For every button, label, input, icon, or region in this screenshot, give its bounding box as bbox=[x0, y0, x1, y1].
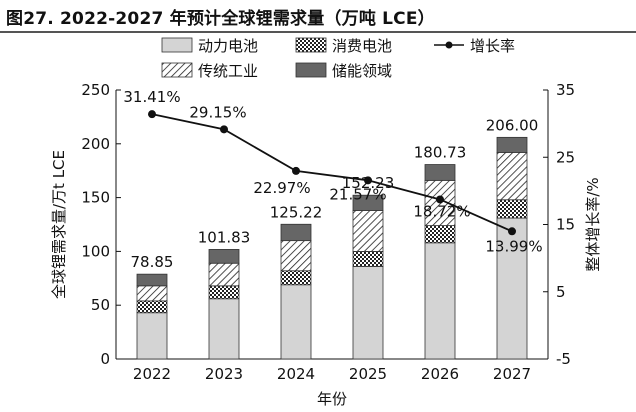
bar-segment-3 bbox=[208, 262, 240, 287]
bar-segment-3 bbox=[496, 152, 528, 201]
legend-label-growth: 增长率 bbox=[470, 37, 515, 55]
legend-label-3: 传统工业 bbox=[198, 62, 258, 80]
y-tick-label: 150 bbox=[81, 189, 110, 207]
growth-marker bbox=[508, 227, 516, 236]
legend-swatch-2 bbox=[295, 37, 327, 53]
figure-title: 图27. 2022-2027 年预计全球锂需求量（万吨 LCE） bbox=[6, 9, 435, 29]
bar-total-label: 180.73 bbox=[414, 144, 467, 162]
bar-segment-2 bbox=[136, 300, 168, 314]
bar-segment-3 bbox=[352, 210, 384, 252]
y-axis-title: 全球锂需求量/万t LCE bbox=[50, 150, 68, 299]
bar-segment-2 bbox=[424, 225, 456, 244]
growth-label: 21.57% bbox=[329, 185, 386, 203]
bar-total-label: 206.00 bbox=[486, 116, 539, 134]
x-tick-label: 2024 bbox=[277, 365, 315, 383]
bar-segment-4 bbox=[424, 164, 456, 181]
growth-label: 13.99% bbox=[485, 237, 542, 255]
bar-segment-1 bbox=[424, 242, 456, 360]
growth-marker bbox=[292, 166, 300, 175]
bar-total-label: 101.83 bbox=[198, 228, 251, 246]
x-tick-label: 2025 bbox=[349, 365, 387, 383]
legend-swatch-4 bbox=[295, 62, 327, 78]
bar-total-label: 125.22 bbox=[270, 203, 323, 221]
y2-tick-label: -5 bbox=[556, 350, 571, 368]
x-tick-label: 2027 bbox=[493, 365, 531, 383]
title-rule bbox=[0, 31, 636, 33]
growth-label: 29.15% bbox=[189, 103, 246, 121]
bar-segment-3 bbox=[136, 285, 168, 302]
growth-label: 18.72% bbox=[413, 202, 470, 220]
growth-marker bbox=[148, 110, 156, 119]
y-tick-label: 100 bbox=[81, 242, 110, 260]
growth-marker bbox=[436, 195, 444, 204]
bar-segment-2 bbox=[208, 285, 240, 300]
legend-swatch-1 bbox=[161, 37, 193, 53]
bar-segment-2 bbox=[280, 270, 312, 286]
bar-segment-4 bbox=[208, 249, 240, 264]
bar-total-label: 152.23 bbox=[342, 174, 395, 192]
bar-segment-1 bbox=[280, 284, 312, 360]
growth-label: 22.97% bbox=[253, 179, 310, 197]
legend-label-2: 消费电池 bbox=[332, 37, 392, 55]
bar-segment-3 bbox=[280, 240, 312, 272]
y2-tick-label: 15 bbox=[556, 216, 575, 234]
legend-line-marker bbox=[445, 41, 453, 49]
x-tick-label: 2022 bbox=[133, 365, 171, 383]
x-axis-title: 年份 bbox=[317, 390, 347, 408]
y2-tick-label: 5 bbox=[556, 283, 566, 301]
y-tick-label: 0 bbox=[100, 350, 110, 368]
bar-segment-1 bbox=[136, 312, 168, 360]
bar-segment-2 bbox=[496, 199, 528, 219]
y2-axis-title: 整体增长率/% bbox=[584, 177, 602, 271]
y-tick-label: 200 bbox=[81, 135, 110, 153]
y-tick-label: 250 bbox=[81, 81, 110, 99]
legend-label-1: 动力电池 bbox=[198, 37, 258, 55]
x-tick-label: 2023 bbox=[205, 365, 243, 383]
bar-segment-2 bbox=[352, 250, 384, 267]
bar-segment-4 bbox=[496, 136, 528, 153]
bar-segment-4 bbox=[352, 194, 384, 211]
growth-marker bbox=[220, 125, 228, 134]
bar-segment-4 bbox=[136, 273, 168, 287]
x-tick-label: 2026 bbox=[421, 365, 459, 383]
legend-label-4: 储能领域 bbox=[332, 62, 392, 80]
growth-line bbox=[151, 113, 513, 233]
y2-tick-label: 25 bbox=[556, 148, 575, 166]
bar-total-label: 78.85 bbox=[131, 253, 174, 271]
growth-marker bbox=[364, 176, 372, 185]
bar-segment-1 bbox=[496, 217, 528, 360]
bar-segment-1 bbox=[352, 266, 384, 360]
y2-tick-label: 35 bbox=[556, 81, 575, 99]
bar-segment-1 bbox=[208, 298, 240, 360]
y-tick-label: 50 bbox=[91, 296, 110, 314]
growth-label: 31.41% bbox=[123, 88, 180, 106]
legend-swatch-3 bbox=[161, 62, 193, 78]
bar-segment-4 bbox=[280, 223, 312, 242]
